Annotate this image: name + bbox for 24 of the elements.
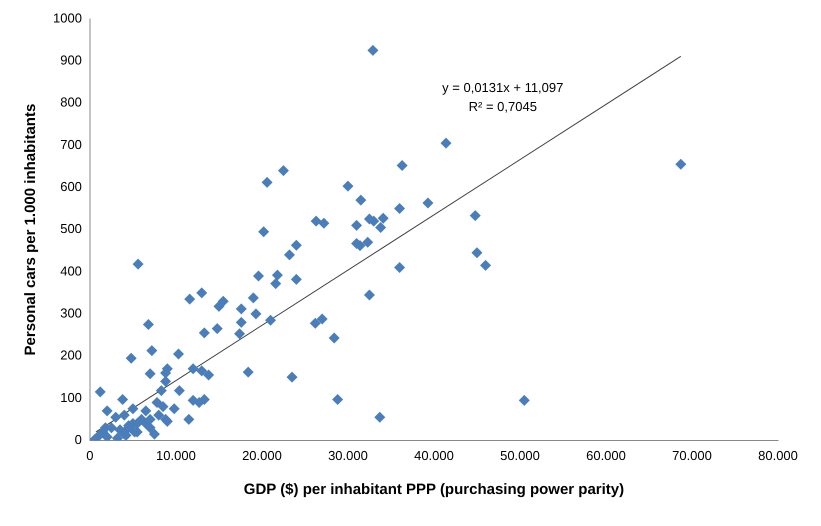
y-tick-label: 400 bbox=[60, 263, 82, 278]
x-tick-label: 10.000 bbox=[156, 448, 196, 463]
x-tick-label: 80.000 bbox=[758, 448, 798, 463]
y-axis-title: Personal cars per 1.000 inhabitants bbox=[22, 104, 40, 356]
y-tick-label: 500 bbox=[60, 221, 82, 236]
y-tick-label: 200 bbox=[60, 348, 82, 363]
y-tick-label: 0 bbox=[74, 432, 82, 447]
y-tick-label: 600 bbox=[60, 179, 82, 194]
x-tick-label: 20.000 bbox=[242, 448, 282, 463]
x-tick-label: 50.000 bbox=[500, 448, 540, 463]
y-tick-label: 900 bbox=[60, 52, 82, 68]
y-tick-label: 300 bbox=[60, 306, 82, 320]
x-tick-label: 0 bbox=[86, 448, 94, 463]
x-axis-title: GDP ($) per inhabitant PPP (purchasing power parity) bbox=[244, 481, 624, 498]
x-tick-label: 30.000 bbox=[328, 448, 368, 463]
x-tick-label: 70.000 bbox=[672, 448, 712, 463]
annotation: y = 0,0131x + 11,097 bbox=[442, 80, 564, 95]
y-tick-label: 1000 bbox=[53, 10, 82, 26]
annotation: R² = 0,7045 bbox=[468, 98, 537, 114]
x-tick-label: 40.000 bbox=[414, 448, 454, 463]
y-tick-label: 800 bbox=[60, 94, 82, 110]
x-tick-label: 60.000 bbox=[586, 448, 626, 463]
y-tick-label: 700 bbox=[60, 136, 82, 152]
y-tick-label: 100 bbox=[60, 390, 82, 405]
